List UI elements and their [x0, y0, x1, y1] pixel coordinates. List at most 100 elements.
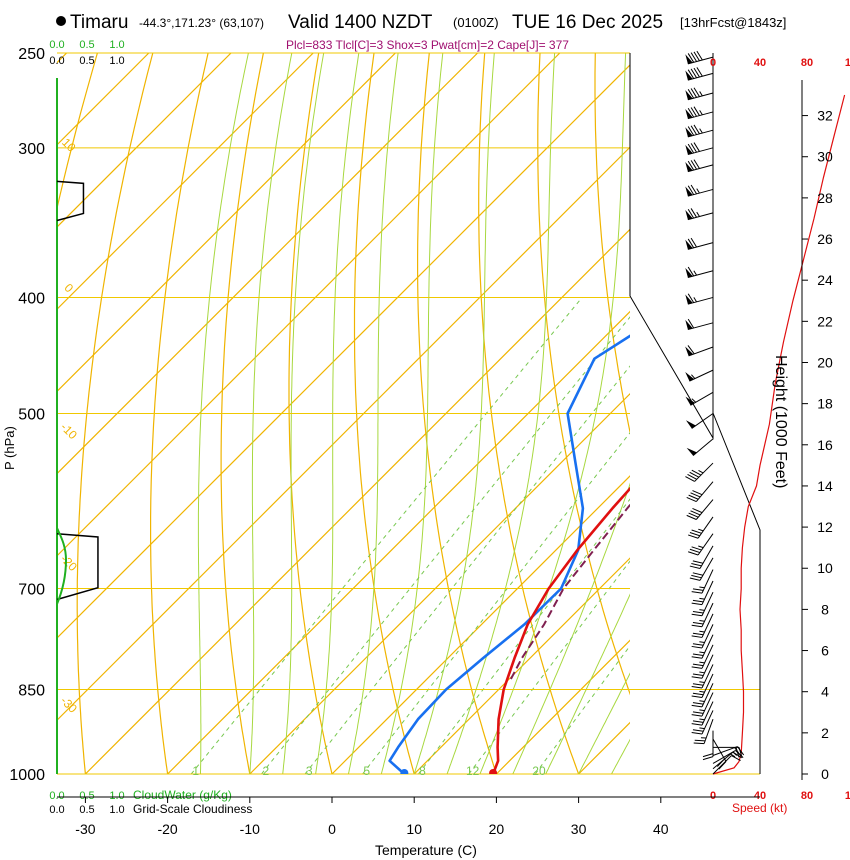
wind-barb — [685, 391, 714, 406]
x-tick-label: 40 — [653, 821, 669, 837]
x-axis-title: Temperature (C) — [375, 842, 477, 858]
wind-barb — [685, 159, 714, 173]
wind-barb — [685, 345, 714, 357]
moist-adiabat-line — [282, 53, 325, 774]
cloudiness-label: Grid-Scale Cloudiness — [133, 802, 252, 816]
surface-temperature-dot — [489, 769, 498, 774]
speed-axis-title: Speed (kt) — [732, 801, 787, 815]
height-tick-label: 2 — [821, 725, 829, 741]
wind-barb — [712, 755, 741, 775]
dry-adiabat-line — [220, 53, 269, 774]
mixing-ratio-label: 8 — [419, 764, 426, 778]
moist-adiabat-line — [512, 53, 630, 774]
wind-barb — [702, 730, 714, 761]
dry-adiabat-line — [57, 53, 105, 774]
cloudwater-trace — [56, 527, 68, 605]
stability-indices: Plcl=833 Tlcl[C]=3 Shox=3 Pwat[cm]=2 Cap… — [286, 38, 569, 52]
moist-adiabat-line — [413, 53, 495, 774]
wind-barb — [685, 208, 714, 221]
wind-barb — [691, 701, 714, 726]
wind-barb — [691, 569, 714, 594]
wind-barb — [685, 50, 714, 65]
dry-adiabat-label: -30 — [58, 694, 80, 716]
mixing-ratio-label: 12 — [466, 764, 480, 778]
wind-barb — [685, 369, 714, 382]
height-axis-title: Height (1000 Feet) — [772, 355, 789, 488]
mixing-ratio-line — [190, 297, 583, 774]
height-tick-label: 24 — [817, 272, 833, 288]
dry-adiabat-label: 0 — [62, 281, 77, 296]
dry-adiabat-label: 10 — [59, 135, 79, 155]
height-tick-label: 14 — [817, 478, 833, 494]
isotherm-line — [413, 53, 630, 774]
mixing-ratio-label: 2 — [262, 764, 269, 778]
wind-barb — [691, 624, 714, 649]
dry-adiabat-line — [478, 53, 589, 774]
moist-adiabat-line — [611, 53, 630, 774]
height-tick-label: 30 — [817, 149, 833, 165]
wind-barb — [691, 634, 714, 659]
dry-adiabat-line — [815, 32, 850, 800]
height-tick-label: 28 — [817, 190, 833, 206]
x-tick-label: -10 — [240, 821, 260, 837]
wind-barb — [686, 481, 714, 503]
pressure-tick-label: 300 — [18, 141, 45, 158]
speed-tick-bottom: 40 — [754, 790, 766, 802]
dry-adiabat-label: -20 — [58, 552, 80, 574]
mixing-ratio-label: 1 — [192, 764, 199, 778]
isotherm-line — [743, 53, 850, 774]
cloud-bottom-tick-green: 1.0 — [109, 790, 124, 802]
cloud-bottom-tick-green: 0.0 — [49, 790, 64, 802]
mixing-ratio-label: 5 — [363, 764, 370, 778]
pressure-tick-label: 500 — [18, 407, 45, 424]
cloud-top-tick: 0.5 — [79, 55, 94, 67]
wind-barb — [685, 142, 714, 156]
speed-tick-bottom: 0 — [710, 790, 716, 802]
y-axis-title: P (hPa) — [2, 426, 17, 470]
wind-barb — [691, 673, 714, 699]
height-tick-label: 6 — [821, 643, 829, 659]
wind-barb — [688, 533, 714, 556]
wind-barb — [685, 87, 714, 101]
wind-barb — [691, 591, 714, 617]
height-tick-label: 20 — [817, 354, 833, 370]
moist-adiabat-line — [479, 53, 627, 774]
x-tick-label: -20 — [157, 821, 177, 837]
wind-barb — [685, 413, 714, 429]
skewt-right-boundary — [629, 53, 761, 774]
zulu-time: (0100Z) — [453, 15, 499, 30]
mixing-ratio-line — [362, 431, 630, 774]
wind-barb — [686, 499, 714, 520]
mixing-ratio-line — [534, 645, 630, 774]
wind-barb — [713, 746, 743, 758]
cloud-bottom-tick: 0.5 — [79, 804, 94, 816]
wind-barb — [691, 683, 714, 708]
moist-adiabat-line — [315, 53, 360, 774]
x-tick-label: 0 — [328, 821, 336, 837]
surface-dewpoint-dot — [400, 769, 409, 774]
moist-adiabat-line — [578, 53, 630, 774]
moist-adiabat-lines — [197, 53, 630, 774]
axes: -30 -20 -10 0 10 20 30 402503004005007008501000… — [9, 46, 833, 837]
moist-adiabat-line — [347, 53, 399, 774]
temperature-trace — [491, 486, 630, 774]
x-tick-label: 30 — [571, 821, 587, 837]
speed-tick-bottom: 120 — [845, 790, 850, 802]
wind-barbs — [685, 50, 745, 775]
dry-adiabat-line — [594, 53, 630, 774]
height-tick-label: 10 — [817, 560, 833, 576]
wind-barb — [685, 462, 714, 482]
dry-adiabat-label: -10 — [58, 420, 80, 442]
wind-barb — [691, 613, 714, 638]
isotherm-line — [57, 53, 314, 774]
dewpoint-trace — [388, 334, 630, 774]
speed-tick-top: 0 — [710, 57, 716, 69]
wind-barb — [689, 545, 714, 569]
x-tick-label: -30 — [75, 821, 95, 837]
wind-barb — [689, 557, 714, 581]
moist-adiabat-line — [446, 53, 556, 774]
dry-adiabat-lines — [57, 32, 850, 800]
dry-adiabat-line — [288, 53, 339, 774]
wind-barb — [685, 184, 714, 197]
parcel-trace — [510, 503, 630, 680]
